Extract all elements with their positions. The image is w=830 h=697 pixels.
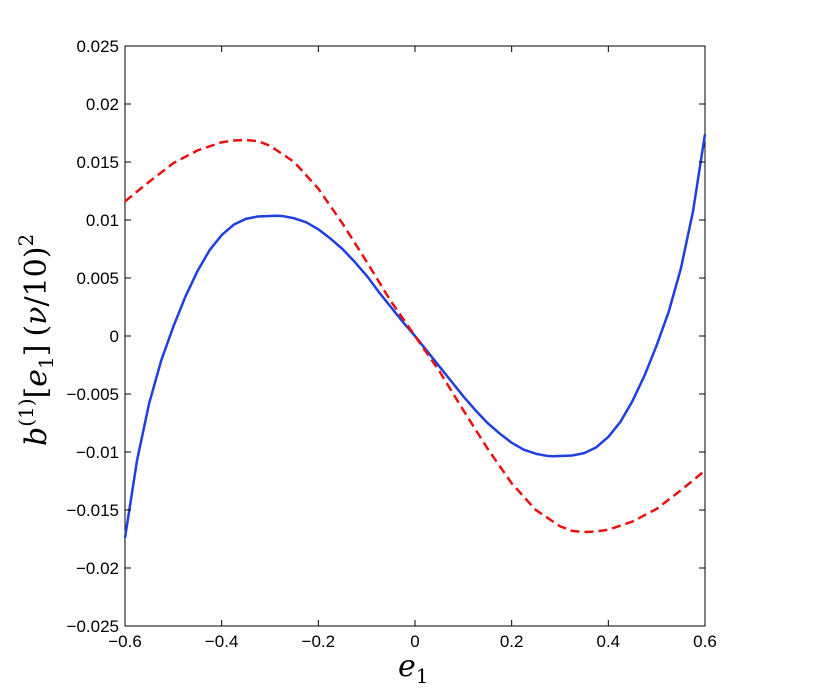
y-tick-label: 0.01 [86,211,119,230]
y-axis-label: b(1)[e1](ν/10)2 [14,234,58,446]
y-tick-label: −0.015 [67,501,119,520]
x-tick-label: −0.2 [302,632,336,651]
x-tick-label: −0.6 [108,632,142,651]
y-tick-label: −0.01 [76,443,119,462]
y-tick-label: 0.015 [76,153,119,172]
series-line-solid [123,133,707,539]
x-axis-label: e1 [398,649,429,688]
y-tick-label: −0.025 [67,617,119,636]
x-tick-label: 0 [410,632,419,651]
x-tick-label: 0.2 [500,632,524,651]
x-tick-label: 0.4 [597,632,621,651]
series-layer [123,133,707,539]
y-tick-label: 0.025 [76,37,119,56]
x-tick-label: 0.6 [693,632,717,651]
series-line-dashed [124,138,706,534]
y-tick-label: 0.005 [76,269,119,288]
y-tick-label: −0.005 [67,385,119,404]
ticks-layer: −0.6 −0.4 −0.2 0 0.2 0.4 0.6 0.025 0.02 0.015 0.01… [67,37,717,651]
y-tick-label: −0.02 [76,559,119,578]
y-tick-label: 0 [110,327,119,346]
y-tick-label: 0.02 [86,95,119,114]
x-tick-label: −0.4 [205,632,239,651]
